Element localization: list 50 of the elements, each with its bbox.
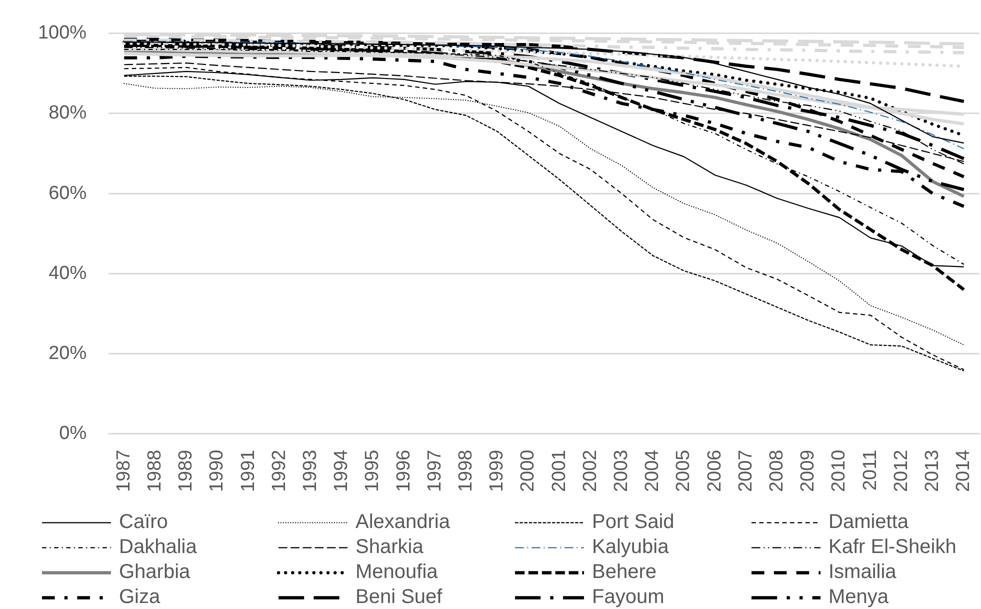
legend-label: Beni Suef (356, 586, 443, 608)
x-tick-label: 1996 (393, 450, 414, 492)
x-tick-label: 1987 (113, 450, 134, 492)
x-tick-label: 2002 (580, 450, 601, 492)
x-tick-label: 1994 (331, 449, 352, 492)
y-tick-label: 40% (48, 262, 87, 284)
legend-label: Port Said (592, 511, 674, 534)
x-tick-label: 2006 (704, 450, 726, 492)
x-tick-label: 1993 (300, 450, 321, 492)
legend-label: Sharkia (356, 536, 424, 558)
x-tick-label: 2000 (518, 450, 539, 492)
x-tick-label: 2007 (735, 450, 756, 492)
x-tick-label: 1988 (144, 450, 166, 492)
x-tick-label: 2010 (828, 450, 850, 492)
y-tick-label: 80% (48, 102, 87, 124)
legend-label: Ismailia (828, 561, 898, 584)
x-tick-label: 1989 (176, 450, 197, 492)
y-tick-label: 20% (48, 342, 87, 364)
legend-label: Damietta (828, 511, 910, 534)
y-tick-label: 60% (48, 182, 87, 204)
legend-label: Giza (119, 586, 161, 608)
x-tick-label: 2001 (548, 450, 570, 492)
x-tick-label: 2004 (642, 449, 664, 492)
x-tick-label: 1997 (424, 450, 446, 492)
x-tick-label: 2003 (610, 450, 632, 492)
legend-label: Menya (828, 586, 890, 608)
x-tick-label: 2011 (860, 450, 881, 491)
x-tick-label: 2005 (673, 450, 694, 492)
x-tick-label: 1998 (455, 450, 476, 492)
legend-label: Behere (592, 561, 656, 584)
legend-label: Caïro (119, 511, 168, 534)
x-tick-label: 1999 (486, 450, 508, 492)
x-tick-label: 2012 (890, 450, 912, 492)
legend-label: Alexandria (356, 511, 451, 534)
legend-label: Gharbia (119, 561, 192, 584)
y-tick-label: 100% (38, 22, 87, 44)
x-tick-label: 1992 (268, 450, 290, 492)
x-tick-label: 2008 (766, 450, 788, 492)
legend-label: Dakhalia (119, 536, 198, 558)
x-tick-label: 1990 (206, 450, 228, 492)
x-tick-label: 1991 (238, 450, 259, 492)
legend-label: Fayoum (592, 586, 664, 608)
legend-label: Menoufia (356, 561, 439, 584)
y-tick-label: 0% (59, 422, 87, 444)
legend-label: Kalyubia (592, 536, 670, 558)
x-tick-label: 2013 (922, 450, 943, 492)
x-tick-label: 2014 (953, 449, 974, 492)
x-tick-label: 1995 (362, 450, 384, 492)
legend-label: Kafr El-Sheikh (828, 536, 956, 558)
x-tick-label: 2009 (798, 450, 819, 492)
